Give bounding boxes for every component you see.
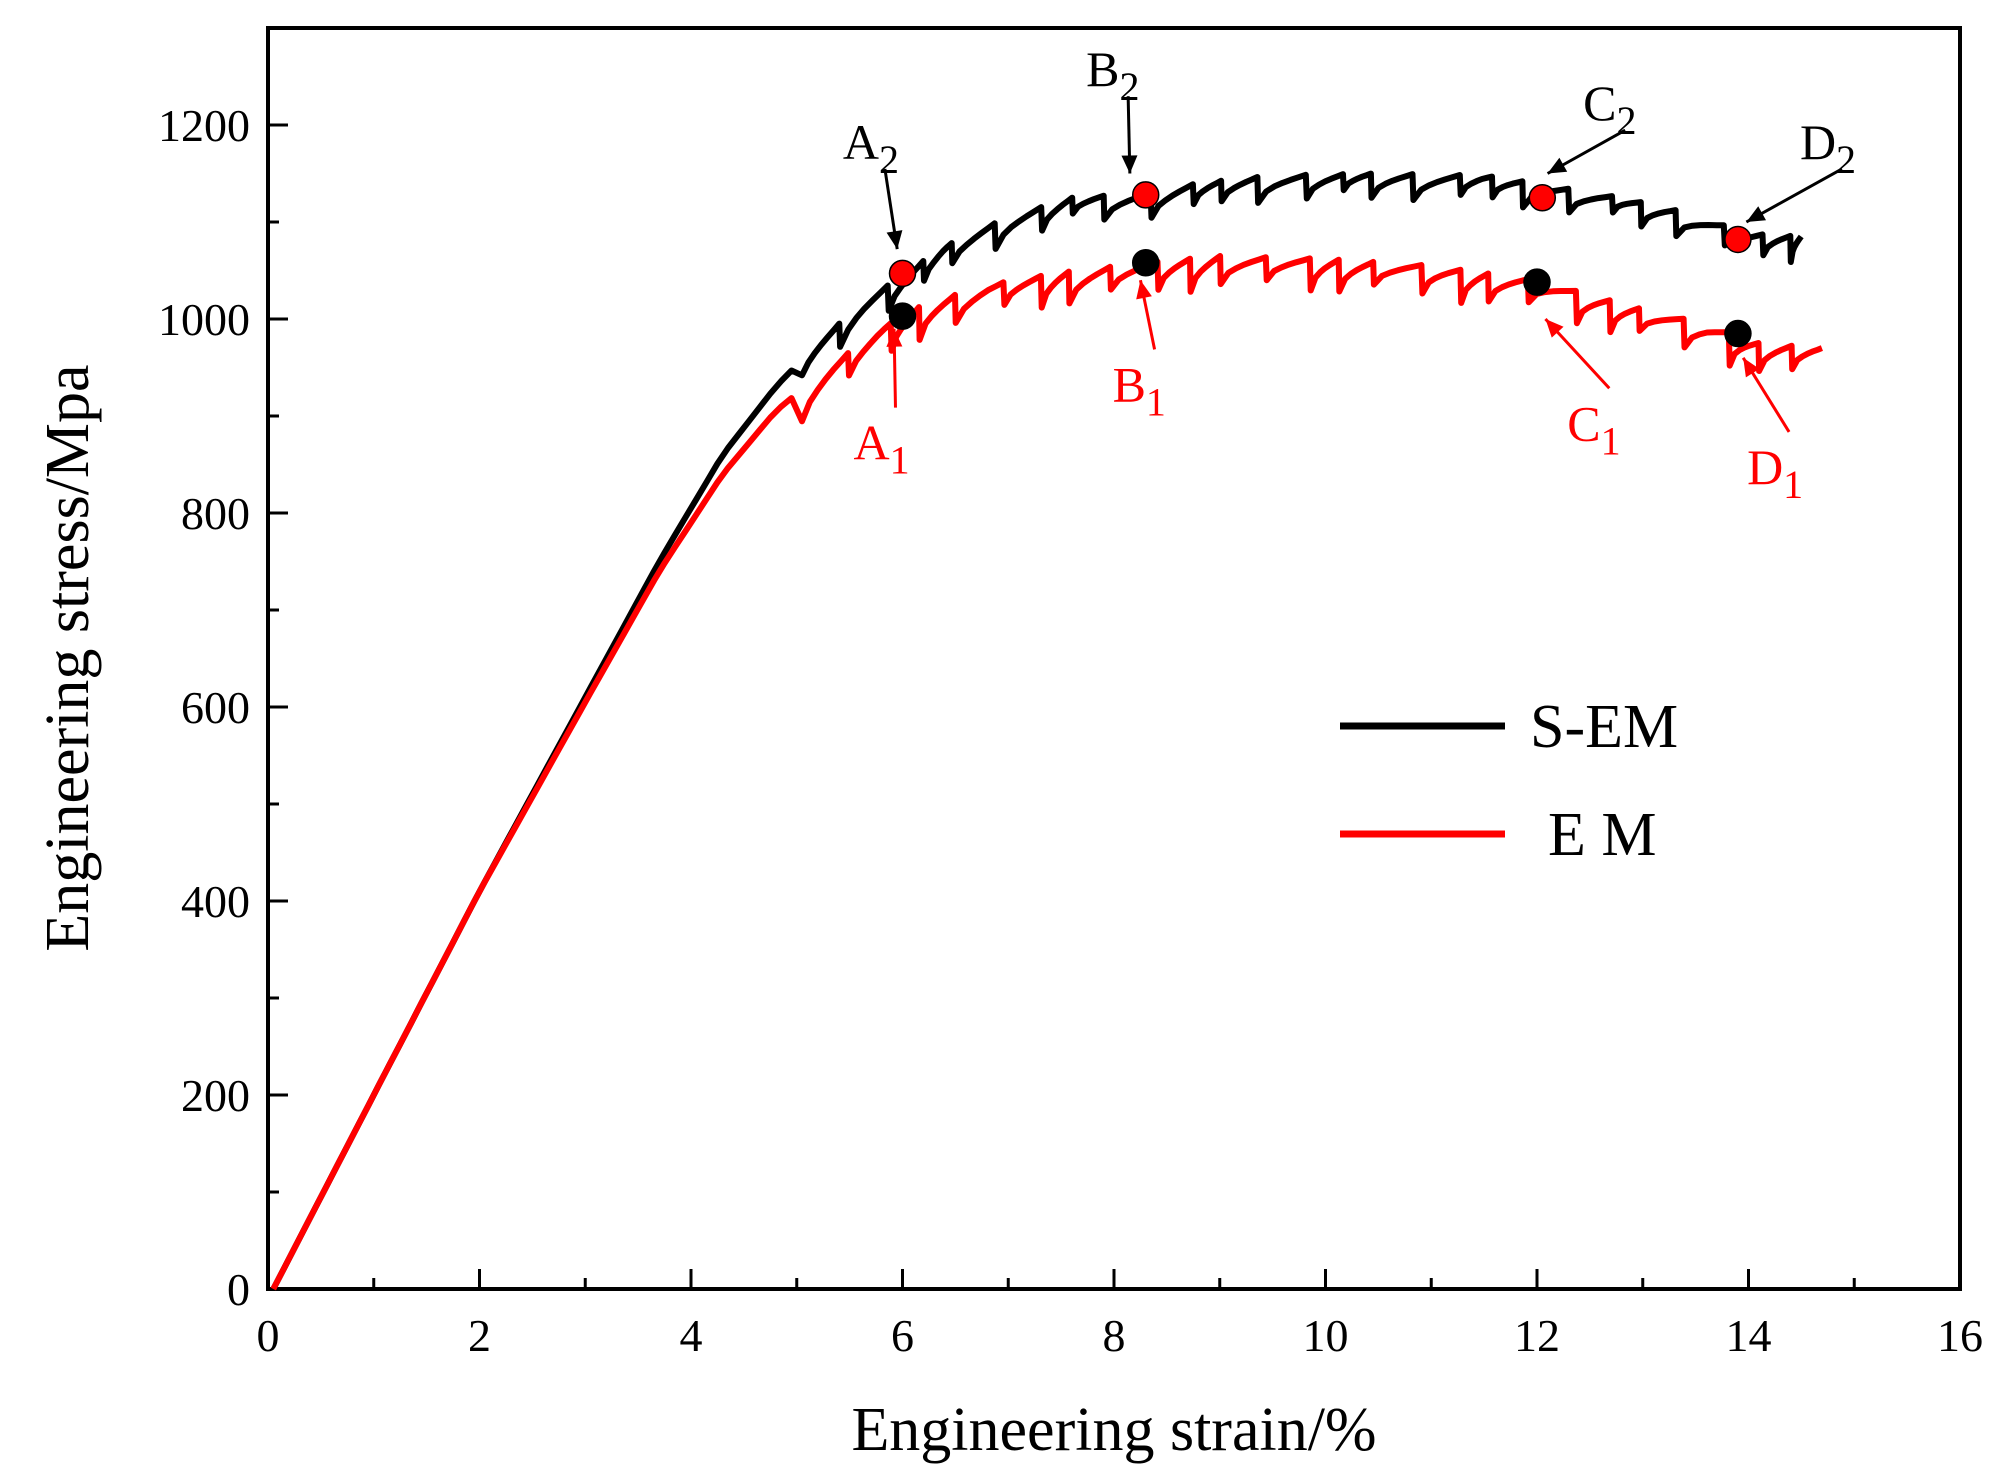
- annotation-arrowhead: [1743, 357, 1760, 378]
- y-tick-label: 800: [181, 488, 250, 539]
- x-tick-label: 10: [1303, 1310, 1349, 1361]
- annotation-c2: C2: [1583, 75, 1636, 143]
- x-tick-label: 6: [891, 1310, 914, 1361]
- y-tick-labels: 0 200 400 600 800 1000 1200: [158, 100, 250, 1315]
- marker-c2: [1528, 184, 1557, 212]
- annotation-arrowhead: [1746, 206, 1767, 222]
- annotation-d1: D1: [1747, 439, 1803, 507]
- y-tick-label: 400: [181, 876, 250, 927]
- y-tick-label: 0: [227, 1264, 250, 1315]
- marker-b1: [1131, 248, 1160, 277]
- annotation-arrowhead: [886, 328, 903, 347]
- x-tick-label: 12: [1514, 1310, 1560, 1361]
- annotation-a2: A2: [843, 114, 899, 182]
- annotation-d2: D2: [1800, 114, 1856, 182]
- x-tick-label: 8: [1103, 1310, 1126, 1361]
- y-tick-label: 1200: [158, 100, 250, 151]
- x-axis-title: Engineering strain/%: [851, 1396, 1376, 1464]
- y-tick-label: 600: [181, 682, 250, 733]
- annotation-c1: C1: [1567, 395, 1620, 463]
- x-tick-label: 2: [468, 1310, 491, 1361]
- annotation-a1: A1: [853, 415, 909, 483]
- series-line-s-em: [270, 170, 1804, 1291]
- annotation-b2: B2: [1086, 41, 1139, 109]
- annotation-arrowhead: [1547, 157, 1568, 174]
- marker-d1: [1724, 319, 1752, 348]
- y-axis-title: Engineering stress/Mpa: [34, 364, 102, 951]
- x-tick-label: 0: [257, 1310, 280, 1361]
- annotation-layer: A2 B2 C2 D2 A1 B1 C1 D1: [843, 41, 1856, 507]
- series-line-e-m: [270, 253, 1823, 1291]
- annotation-arrow: [1745, 167, 1843, 224]
- x-tick-label: 14: [1726, 1310, 1772, 1361]
- y-tick-label: 1000: [158, 294, 250, 345]
- marker-b2: [1131, 181, 1160, 209]
- x-tick-label: 4: [680, 1310, 703, 1361]
- marker-a1: [888, 302, 917, 330]
- annotation-arrowhead: [1121, 155, 1138, 174]
- plot-frame: [266, 26, 1962, 1291]
- axis-ticks: [266, 123, 1962, 1291]
- y-tick-label: 200: [181, 1070, 250, 1121]
- marker-c1: [1523, 268, 1551, 296]
- annotation-arrowhead: [1136, 280, 1152, 300]
- annotation-b1: B1: [1113, 356, 1166, 424]
- legend: S-EM E M: [1340, 693, 1678, 869]
- legend-label-e-m: E M: [1548, 801, 1657, 869]
- marker-a2: [888, 259, 917, 288]
- series-layer: [270, 170, 1823, 1291]
- annotation-arrowhead: [886, 230, 903, 250]
- x-tick-labels: 0 2 4 6 8 10 12 14 16: [257, 1310, 1984, 1361]
- marker-d2: [1724, 225, 1752, 254]
- legend-label-s-em: S-EM: [1530, 693, 1678, 761]
- annotation-arrowhead: [1545, 319, 1564, 338]
- x-tick-label: 16: [1937, 1310, 1983, 1361]
